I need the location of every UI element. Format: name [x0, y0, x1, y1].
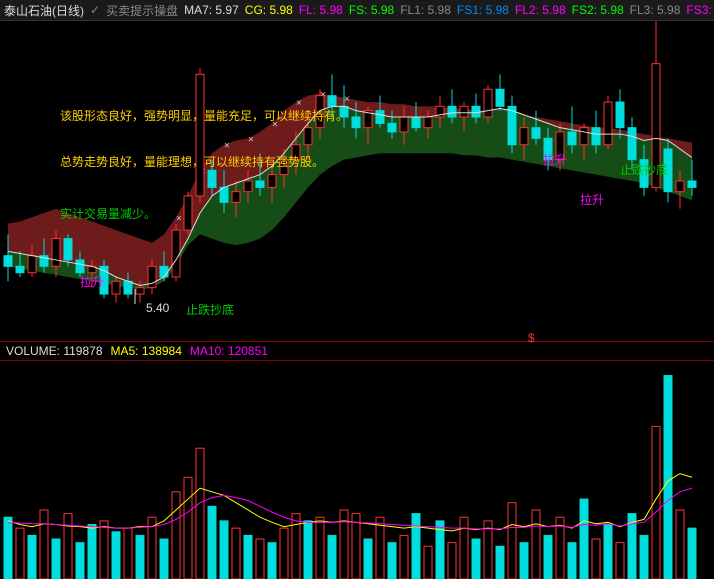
indicators-container: MA7: 5.97 CG: 5.98 FL: 5.98 FS: 5.98 FL1: 5.…: [184, 3, 714, 17]
indicator-value: FS2: 5.98: [572, 3, 624, 17]
main-candlestick-chart[interactable]: ×××××××× 该股形态良好，强势明显，量能充足，可以继续持有。总势走势良好，…: [0, 21, 714, 342]
chart-annotation: 该股形态良好，强势明显，量能充足，可以继续持有。: [60, 107, 348, 124]
svg-text:×: ×: [224, 141, 230, 152]
indicator-value: FL: 5.98: [299, 3, 343, 17]
svg-text:×: ×: [176, 213, 182, 224]
indicator-value: FS1: 5.98: [457, 3, 509, 17]
volume-indicator: MA10: 120851: [190, 344, 268, 358]
stock-name: 泰山石油(日线): [4, 2, 84, 19]
chart-annotation: 止跌抄底: [620, 161, 668, 178]
chart-annotation: 拉升: [543, 151, 567, 168]
indicator-value: FL3: 5.98: [630, 3, 681, 17]
svg-text:×: ×: [344, 94, 350, 105]
indicator-value: CG: 5.98: [245, 3, 293, 17]
volume-indicator: VOLUME: 119878: [6, 344, 103, 358]
chart-annotation: 拉升: [80, 273, 104, 290]
strategy-name: 买卖提示操盘: [106, 2, 178, 19]
indicator-value: FS: 5.98: [349, 3, 394, 17]
chart-annotation: 实计交易量减少。: [60, 205, 156, 222]
chart-annotation: 总势走势良好，量能理想，可以继续持有强势股。: [60, 153, 324, 170]
chart-annotation: $: [528, 331, 535, 345]
volume-chart[interactable]: [0, 361, 714, 579]
chart-header: 泰山石油(日线) ✓ 买卖提示操盘 MA7: 5.97 CG: 5.98 FL: 5…: [0, 0, 714, 21]
checkmark-icon: ✓: [90, 3, 100, 17]
indicator-value: MA7: 5.97: [184, 3, 239, 17]
volume-header: VOLUME: 119878 MA5: 138984 MA10: 120851: [0, 342, 714, 361]
chart-annotation: 拉升: [580, 191, 604, 208]
svg-text:×: ×: [248, 134, 254, 145]
indicator-value: FL1: 5.98: [400, 3, 451, 17]
indicator-value: FL2: 5.98: [515, 3, 566, 17]
chart-annotation: 止跌抄底: [186, 301, 234, 318]
volume-indicator: MA5: 138984: [111, 344, 182, 358]
indicator-value: FS3: 5.9: [686, 3, 714, 17]
chart-annotation: 5.40: [146, 301, 169, 315]
